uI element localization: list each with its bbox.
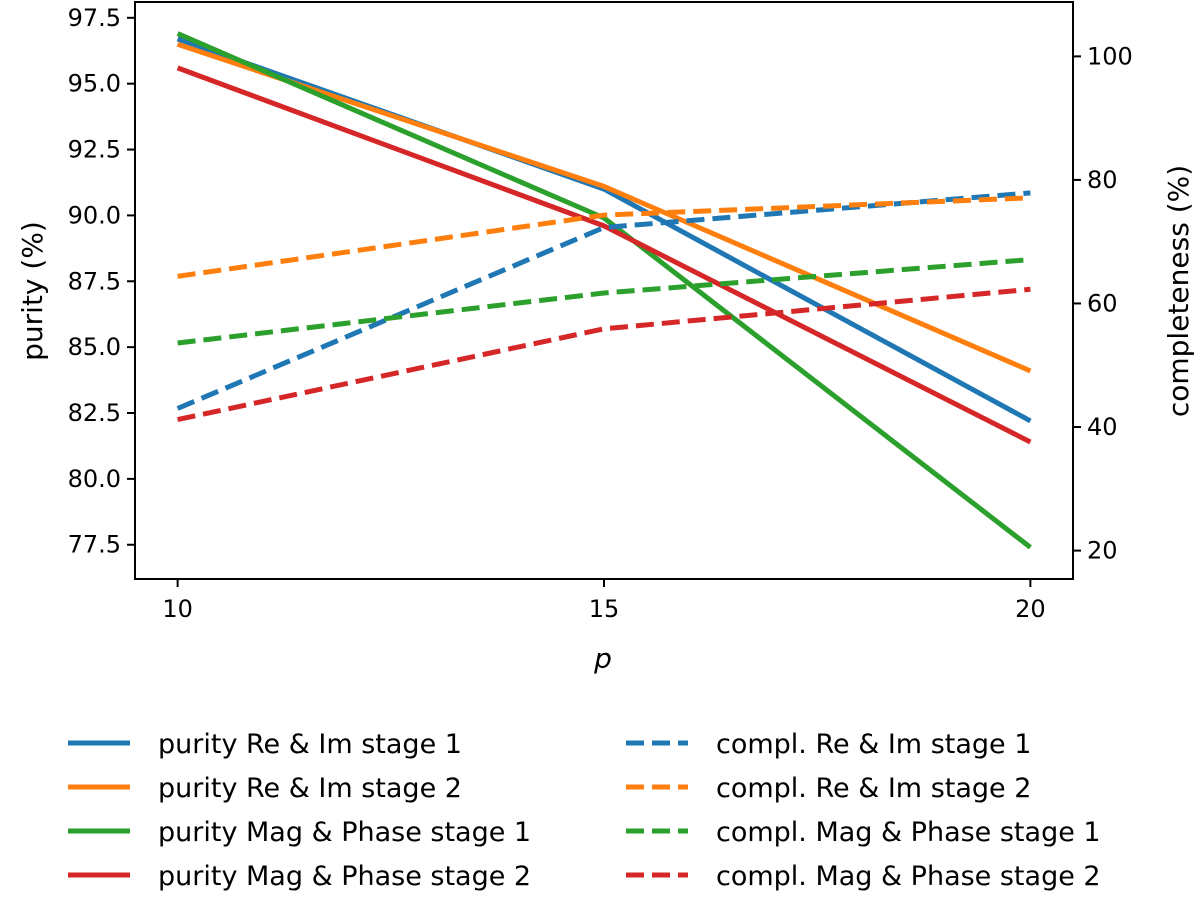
- legend-label-7: compl. Mag & Phase stage 1: [716, 817, 1101, 848]
- legend-label-3: purity Mag & Phase stage 1: [158, 817, 531, 848]
- series-line-1: [176, 36, 1032, 424]
- legend-label-5: compl. Re & Im stage 1: [716, 729, 1031, 760]
- y-left-tick-label: 97.5: [68, 4, 121, 32]
- x-axis-label: p: [593, 642, 612, 675]
- series-line-3: [176, 31, 1032, 550]
- legend-label-6: compl. Re & Im stage 2: [716, 773, 1031, 804]
- y-left-tick-label: 95.0: [68, 70, 121, 98]
- plot-lines: [176, 31, 1032, 550]
- y-right-tick-label: 40: [1087, 413, 1118, 441]
- x-tick-label: 15: [589, 595, 620, 623]
- series-line-4: [176, 65, 1032, 445]
- y-axis-right-label: completeness (%): [1162, 165, 1195, 417]
- legend-label-2: purity Re & Im stage 2: [158, 773, 462, 804]
- legend-label-4: purity Mag & Phase stage 2: [158, 861, 531, 892]
- x-tick-label: 20: [1015, 595, 1046, 623]
- y-left-tick-label: 80.0: [68, 465, 121, 493]
- y-right-tick-label: 80: [1087, 166, 1118, 194]
- y-axis-left-label: purity (%): [16, 221, 49, 361]
- legend-label-8: compl. Mag & Phase stage 2: [716, 861, 1101, 892]
- y-right-ticks: 20 40 60 80 100: [1073, 42, 1133, 565]
- y-left-tick-label: 87.5: [68, 267, 121, 295]
- y-right-tick-label: 60: [1087, 289, 1118, 317]
- y-left-tick-label: 82.5: [68, 399, 121, 427]
- series-line-7: [177, 257, 1031, 346]
- y-right-tick-label: 100: [1087, 42, 1133, 70]
- y-left-tick-label: 92.5: [68, 136, 121, 164]
- legend: purity Re & Im stage 1 purity Re & Im sta…: [68, 729, 1101, 892]
- y-left-tick-label: 90.0: [68, 201, 121, 229]
- series-line-2: [176, 41, 1032, 374]
- series-line-6: [177, 195, 1031, 279]
- x-tick-label: 10: [162, 595, 193, 623]
- y-right-tick-label: 20: [1087, 537, 1118, 565]
- y-left-tick-label: 77.5: [68, 531, 121, 559]
- x-ticks: 10 15 20: [162, 579, 1046, 623]
- series-line-8: [177, 286, 1031, 423]
- y-left-ticks: 77.5 80.0 82.5 85.0 87.5 90.0 92.5 95.0 97.5: [68, 4, 135, 559]
- y-left-tick-label: 85.0: [68, 333, 121, 361]
- legend-label-1: purity Re & Im stage 1: [158, 729, 462, 760]
